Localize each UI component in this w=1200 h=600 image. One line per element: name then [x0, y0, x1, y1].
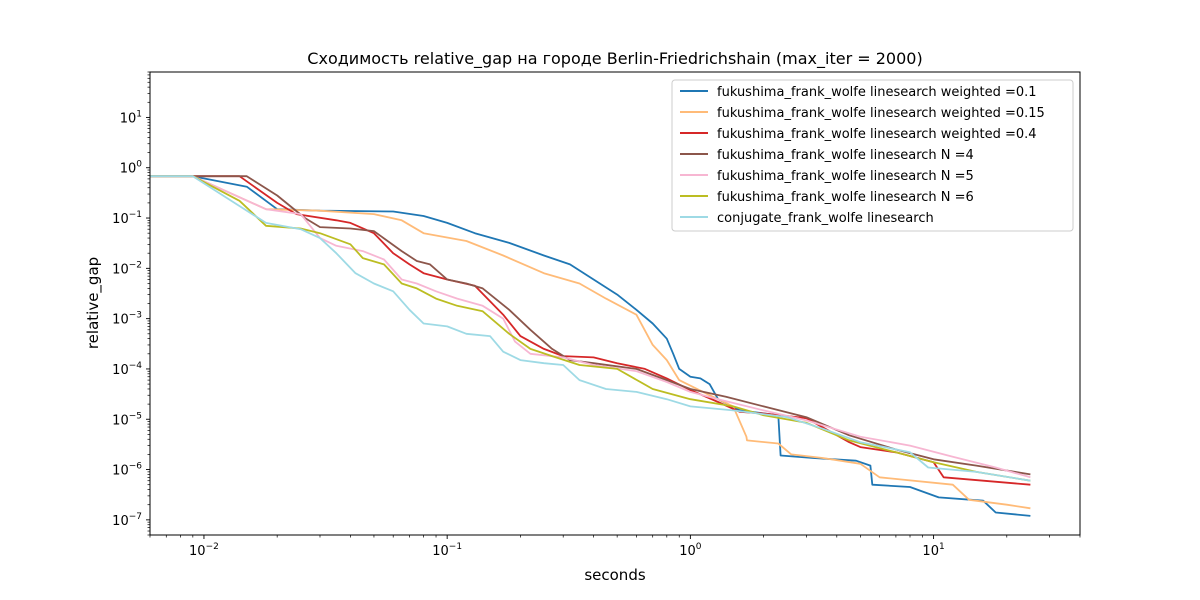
y-tick-label: 10−5 [112, 411, 142, 428]
y-tick-label: 10−3 [112, 311, 142, 328]
y-tick-label: 10−4 [112, 361, 142, 378]
y-axis-label: relative_gap [84, 257, 103, 349]
chart-title: Сходимость relative_gap на городе Berlin… [307, 49, 922, 69]
y-tick-label: 10−1 [112, 210, 142, 227]
legend: fukushima_frank_wolfe linesearch weighte… [671, 79, 1074, 232]
x-tick-label: 10−2 [189, 542, 219, 559]
series-line-5 [150, 175, 1031, 479]
legend-label-3: fukushima_frank_wolfe linesearch weighte… [717, 127, 1037, 142]
legend-box [671, 79, 1074, 232]
legend-label-6: fukushima_frank_wolfe linesearch N =6 [717, 190, 974, 205]
x-tick-label: 101 [922, 542, 944, 559]
legend-label-1: fukushima_frank_wolfe linesearch weighte… [717, 85, 1037, 100]
y-tick-label: 100 [120, 160, 143, 177]
legend-label-2: fukushima_frank_wolfe linesearch weighte… [717, 106, 1045, 121]
legend-label-4: fukushima_frank_wolfe linesearch N =4 [717, 148, 974, 163]
y-tick-label: 101 [120, 109, 142, 126]
y-axis: 10−7 10−6 10−5 10−4 10−3 10−2 10−1 100 101 [112, 71, 150, 536]
series-line-2 [150, 175, 1031, 510]
series-line-3 [150, 175, 1031, 486]
x-tick-label: 10−1 [432, 542, 462, 559]
series-line-7 [150, 175, 1031, 482]
x-axis-label: seconds [584, 566, 645, 584]
legend-label-5: fukushima_frank_wolfe linesearch N =5 [717, 169, 974, 184]
series-line-4 [150, 175, 1031, 476]
x-tick-label: 100 [679, 542, 702, 559]
x-axis: 10−2 10−1 100 101 [149, 535, 1081, 559]
y-tick-label: 10−2 [112, 260, 142, 277]
legend-label-7: conjugate_frank_wolfe linesearch [717, 211, 934, 226]
y-tick-label: 10−6 [112, 462, 142, 479]
y-tick-label: 10−7 [112, 512, 142, 529]
series-layer [150, 175, 1031, 517]
